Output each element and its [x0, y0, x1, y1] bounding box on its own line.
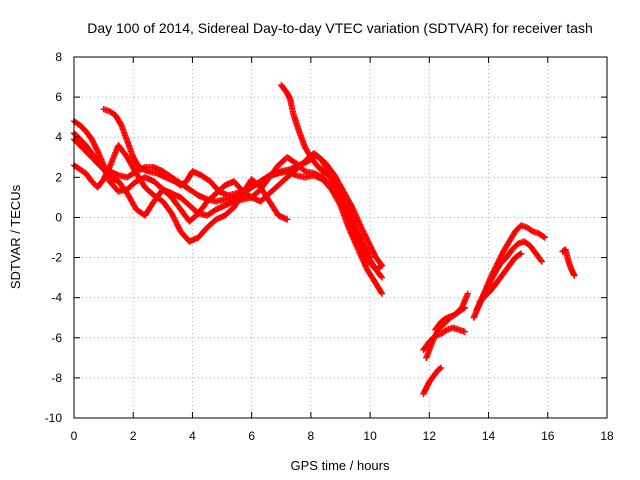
data-point [516, 251, 524, 258]
series-arc-13 [476, 250, 525, 305]
data-point [464, 290, 472, 297]
data-point [105, 165, 113, 172]
series-arc-9 [423, 290, 472, 362]
data-point [461, 304, 469, 311]
data-point [378, 262, 386, 269]
x-tick-label: 10 [363, 429, 377, 443]
series-arc-14 [559, 246, 578, 279]
plot-frame [73, 56, 608, 419]
series-arc-11 [470, 222, 549, 321]
series-arc-4 [70, 142, 291, 245]
data-point [571, 272, 578, 279]
chart-title: Day 100 of 2014, Sidereal Day-to-day VTE… [87, 20, 593, 36]
data-point [378, 274, 386, 281]
data-point [437, 364, 445, 372]
x-tick-label: 6 [248, 429, 255, 443]
data-point [377, 273, 385, 280]
data-point [461, 328, 469, 335]
x-tick-label: 4 [189, 429, 196, 443]
y-tick-label: -8 [51, 371, 62, 385]
data-point [540, 233, 547, 240]
data-point [436, 365, 444, 372]
x-tick-label: 2 [130, 429, 137, 443]
y-tick-label: 6 [55, 90, 62, 104]
data-point [366, 253, 373, 260]
data-point [284, 216, 291, 223]
data-series [70, 81, 578, 398]
series-arc-6 [278, 81, 374, 261]
y-axis-title: SDTVAR / TECUs [8, 184, 23, 289]
x-tick-label: 12 [423, 429, 437, 443]
y-tick-label: 4 [55, 130, 62, 144]
axis-ticks: 0 2 4 6 8 10 12 14 16 18 -10 -8 -6 -4 -2 0 2 4 6 8 [45, 50, 614, 443]
data-point [538, 258, 546, 265]
x-tick-label: 18 [600, 429, 614, 443]
x-tick-label: 14 [482, 429, 496, 443]
y-tick-label: -10 [45, 411, 63, 425]
data-point [541, 234, 549, 241]
data-point [378, 290, 386, 297]
data-point [537, 257, 545, 264]
series-arc-7 [420, 364, 445, 398]
y-tick-label: -4 [51, 291, 62, 305]
grid-lines [74, 57, 607, 418]
data-point [460, 305, 467, 312]
x-tick-label: 0 [71, 429, 78, 443]
y-tick-label: -2 [51, 251, 62, 265]
y-tick-label: 0 [55, 210, 62, 224]
data-point [378, 289, 385, 296]
data-point [366, 254, 374, 261]
y-tick-label: 8 [55, 50, 62, 64]
y-tick-label: -6 [51, 331, 62, 345]
y-tick-label: 2 [55, 170, 62, 184]
x-axis-title: GPS time / hours [291, 458, 390, 473]
x-tick-label: 8 [308, 429, 315, 443]
data-point [517, 250, 525, 257]
data-point [377, 261, 385, 268]
series-arc-10 [432, 304, 469, 333]
x-tick-label: 16 [541, 429, 555, 443]
series-arc-12 [473, 238, 546, 313]
